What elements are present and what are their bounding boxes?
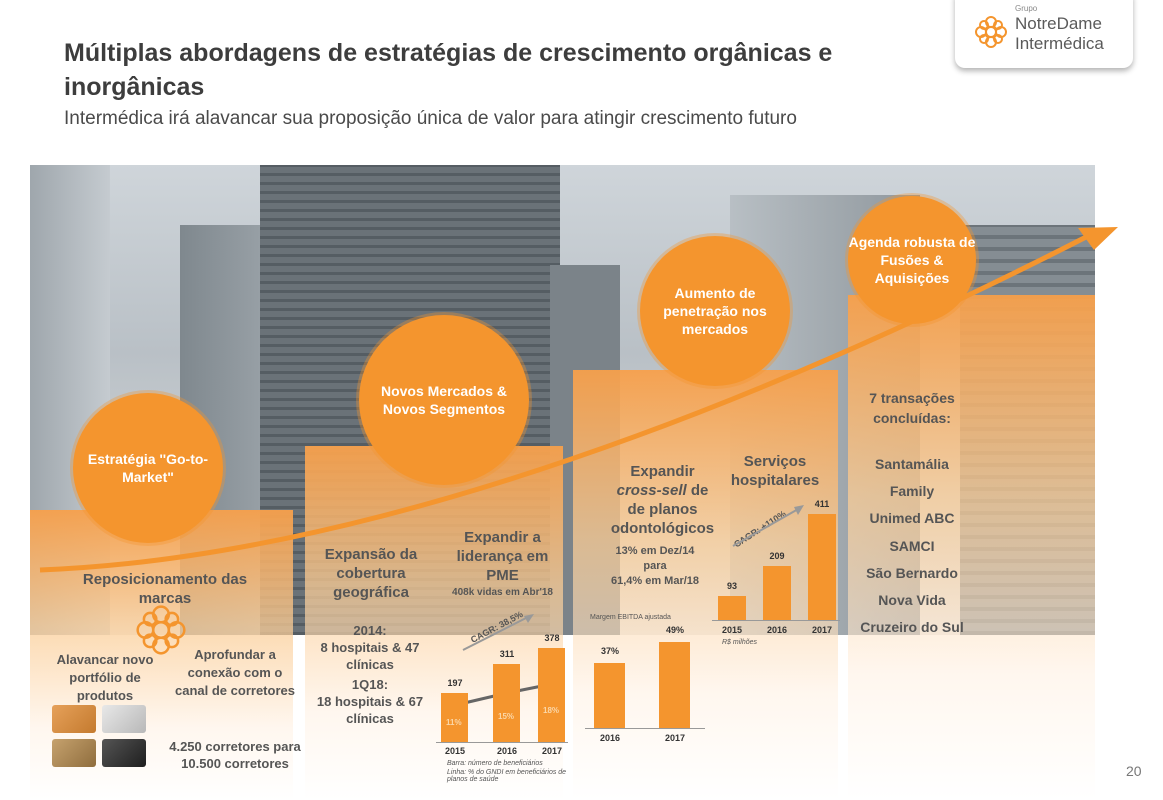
brokers-text: 4.250 corretores para 10.500 corretores [169,739,301,771]
hospital-year-2017: 2017 [811,625,833,635]
column-2 [305,446,563,800]
hospital-bar-2017 [808,513,836,620]
transaction-item: SAMCI [889,537,935,554]
hospital-value-2016: 209 [769,551,785,562]
text-2014: 8 hospitais & 47 clínicas [320,640,420,672]
pme-subheading: 408k vidas em Abr'18 [452,587,553,598]
ebitda-axis [585,728,705,729]
pme-year-2015: 2015 [444,746,466,756]
stat-1: 13% em Dez/14 [615,545,695,557]
page-number: 20 [1126,763,1142,779]
ebitda-label: Margem EBITDA ajustada [590,614,671,621]
ebitda-bar-2016 [594,662,625,728]
ebitda-value-2016: 37% [600,645,619,656]
transactions-heading: 7 transações concluídas: [869,390,955,426]
ebitda-bar-2017 [659,641,690,728]
product-card-gold [52,739,96,767]
hospital-year-2015: 2015 [721,625,743,635]
transaction-item: Unimed ABC [869,510,955,527]
stat-3: 61,4% em Mar/18 [610,575,700,587]
hospital-bar-2015 [718,596,746,620]
pme-share-2017: 18% [543,706,560,715]
transaction-item: Santamália [875,456,949,472]
hospital-unit: R$ milhões [722,639,758,646]
hospital-cagr-arrow [732,505,804,547]
hospital-value-2017: 411 [814,498,830,509]
product-card-silver [102,705,146,733]
pme-cagr-arrow [462,614,534,651]
circle-fusoes: Agenda robusta de Fusões & Aquisições [848,196,976,324]
transaction-item: Nova Vida [878,592,946,608]
hospital-bar-2016 [763,566,791,620]
pme-heading: Expandir a liderança em PME [456,529,549,584]
hospital-value-2015: 93 [726,581,737,591]
reposicionamento-heading: Reposicionamento das marcas [82,571,248,607]
circle-go-to-market: Estratégia ''Go-to-Market" [73,393,223,543]
circle-penetracao: Aumento de penetração nos mercados [640,236,790,386]
pme-bar-2015 [441,692,468,742]
column-4 [848,295,1095,800]
cross-sell-heading-2: cross-sell de [616,482,709,499]
text-1q18: 18 hospitais & 67 clínicas [316,694,424,726]
page-subtitle: Intermédica irá alavancar sua proposição… [64,108,797,129]
pme-year-2017: 2017 [541,746,563,756]
hospital-year-2016: 2016 [766,625,788,635]
hospital-heading: Serviços hospitalares [730,453,820,489]
product-card-black [102,739,146,767]
pme-note-bar: Barra: número de beneficiários [447,760,543,767]
pme-share-2015: 11% [446,718,462,727]
transaction-item: Family [889,483,935,500]
pme-bar-2016 [493,664,520,742]
hospital-axis [712,620,840,621]
logo-line1: NotreDame [1015,14,1102,33]
cross-sell-heading-3: de planos odontológicos [610,501,715,537]
company-logo: Grupo NotreDame Intermédica [955,0,1133,68]
pme-value-2016: 311 [499,649,515,660]
pme-note-line: Linha: % do GNDI em beneficiários de pla… [447,769,567,783]
year-2014: 2014: [353,623,387,638]
logo-grupo: Grupo [1015,4,1038,13]
pme-axis [436,742,568,743]
pme-share-2016: 15% [498,712,515,721]
expansao-heading: Expansão da cobertura geográfica [324,546,418,601]
ebitda-year-2017: 2017 [664,733,686,743]
cross-sell-italic: cross-sell [616,482,687,499]
portfolio-text: Alavancar novo portfólio de produtos [56,652,154,703]
pme-value-2015: 197 [447,677,463,688]
circle-novos-mercados: Novos Mercados & Novos Segmentos [359,315,529,485]
cross-sell-heading-1: Expandir [630,463,695,480]
corretores-text: Aprofundar a conexão com o canal de corr… [175,647,295,698]
year-1q18: 1Q18: [351,677,389,692]
flower-logo-icon [975,16,1007,48]
product-card-orange [52,705,96,733]
ebitda-year-2016: 2016 [599,733,621,743]
pme-year-2016: 2016 [496,746,518,756]
transaction-item: São Bernardo [866,564,958,581]
pme-value-2017: 378 [544,632,560,643]
stat-2: para [643,560,667,572]
flower-icon [136,605,186,655]
ebitda-value-2017: 49% [665,624,684,635]
transaction-item: Cruzeiro do Sul [860,619,964,636]
pme-bar-2017 [538,647,565,742]
page-title: Múltiplas abordagens de estratégias de c… [64,39,833,101]
logo-line2: Intermédica [1015,34,1104,53]
